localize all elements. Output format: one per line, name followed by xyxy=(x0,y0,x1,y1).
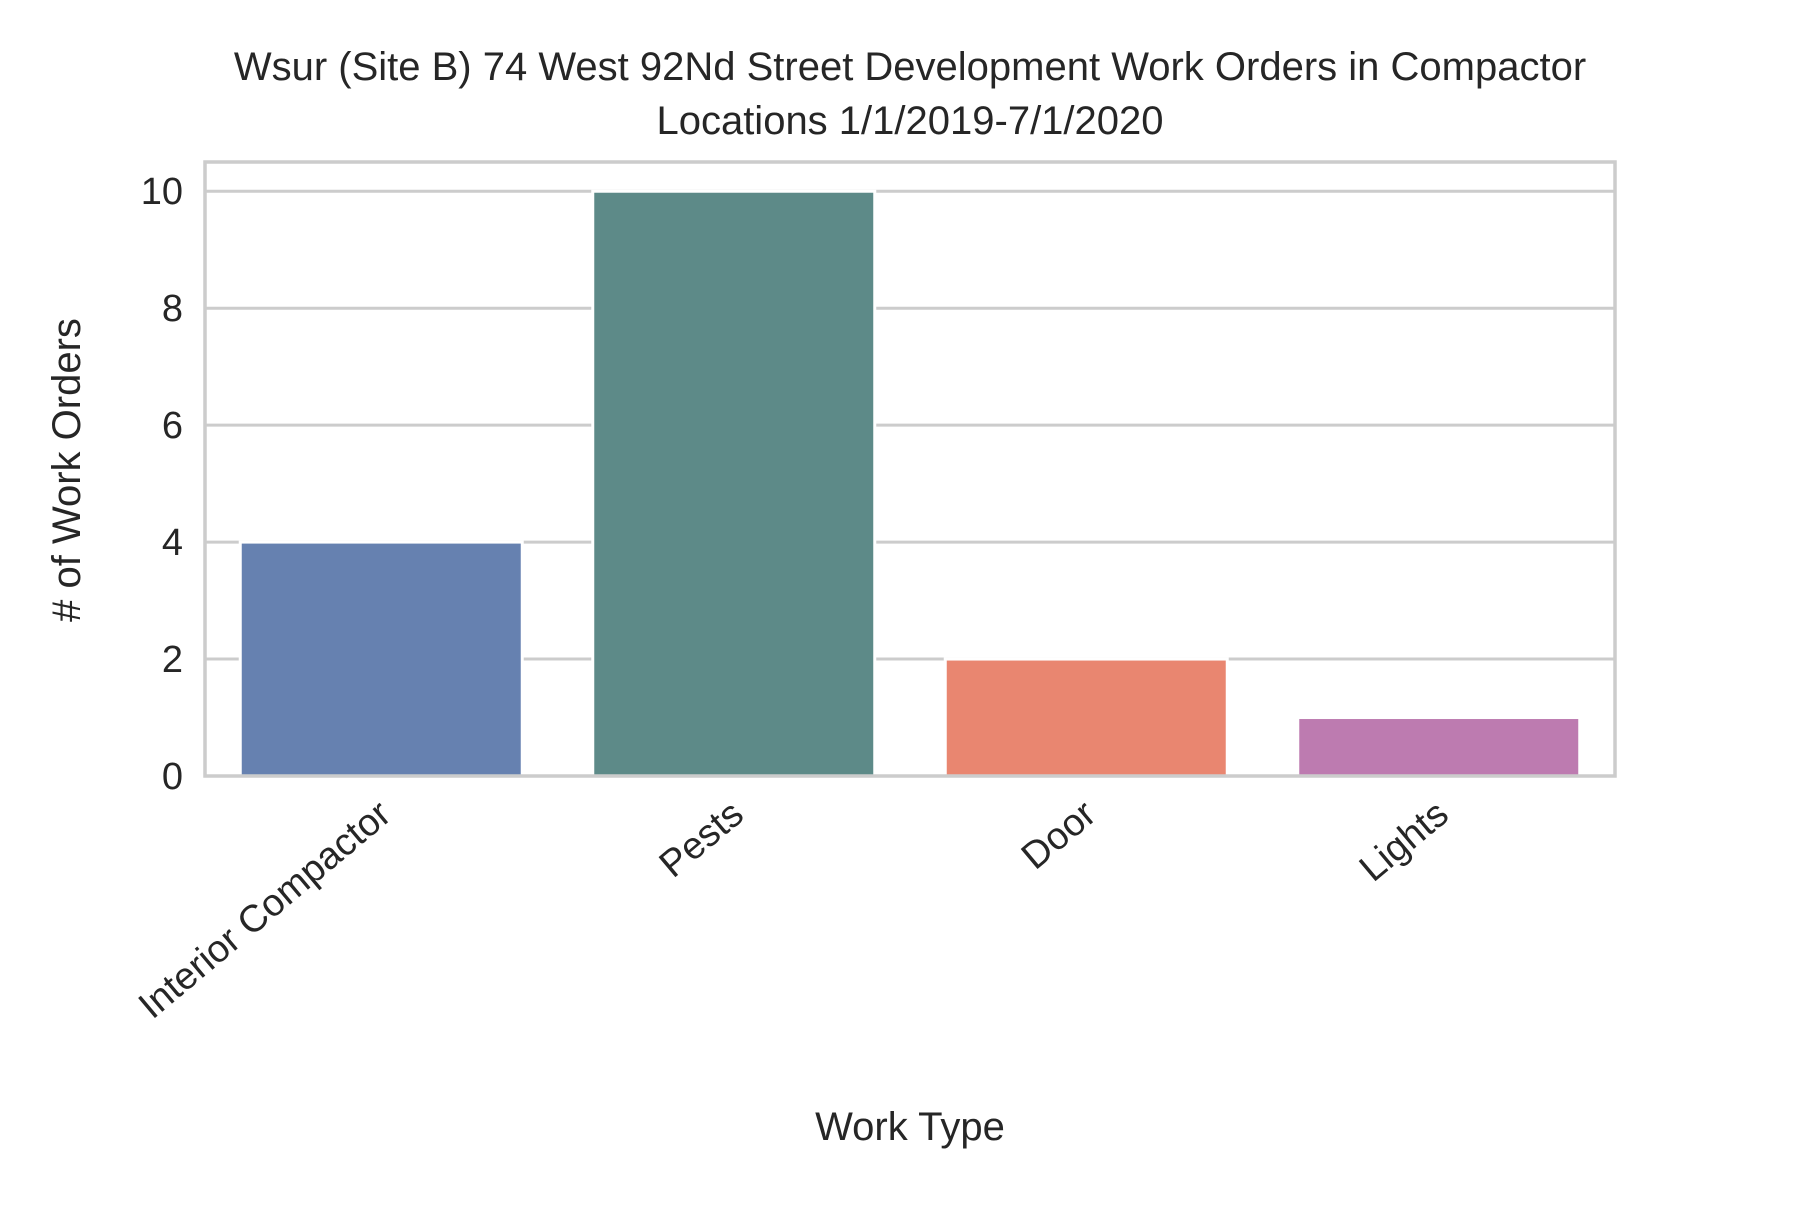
bar-door xyxy=(943,657,1229,778)
x-tick-label: Interior Compactor xyxy=(131,793,399,1028)
chart-title-line-2: Locations 1/1/2019-7/1/2020 xyxy=(656,99,1163,143)
y-tick-label: 6 xyxy=(162,405,183,447)
y-tick-label: 8 xyxy=(162,288,183,330)
y-tick-label: 4 xyxy=(162,522,183,564)
x-tick-label: Door xyxy=(1014,793,1104,878)
y-tick-label: 10 xyxy=(141,171,183,213)
x-axis-label: Work Type xyxy=(815,1105,1005,1149)
plot-frame xyxy=(203,160,1617,778)
bars xyxy=(238,189,1582,778)
bar-lights xyxy=(1296,716,1582,778)
bar-pests xyxy=(591,189,877,778)
x-tick-labels: Interior Compactor Pests Door Lights xyxy=(131,793,1457,1028)
x-tick-label: Pests xyxy=(652,793,752,886)
y-tick-label: 2 xyxy=(162,639,183,681)
x-tick-label: Lights xyxy=(1352,793,1457,890)
y-tick-label: 0 xyxy=(162,756,183,798)
y-tick-labels: 0 2 4 6 8 10 xyxy=(141,171,183,798)
y-axis-label: # of Work Orders xyxy=(45,318,89,622)
bar-interior-compactor xyxy=(238,540,524,778)
chart-title-line-1: Wsur (Site B) 74 West 92Nd Street Develo… xyxy=(234,45,1586,89)
